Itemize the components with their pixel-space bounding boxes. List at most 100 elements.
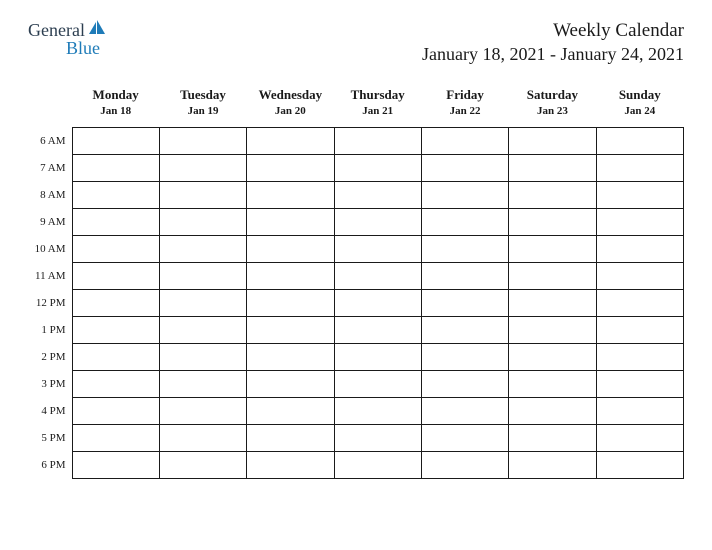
- calendar-slot[interactable]: [247, 290, 334, 317]
- calendar-slot[interactable]: [247, 155, 334, 182]
- calendar-slot[interactable]: [596, 155, 683, 182]
- calendar-slot[interactable]: [72, 371, 159, 398]
- calendar-slot[interactable]: [334, 290, 421, 317]
- calendar-slot[interactable]: [159, 155, 246, 182]
- calendar-slot[interactable]: [334, 236, 421, 263]
- calendar-slot[interactable]: [72, 182, 159, 209]
- calendar-slot[interactable]: [159, 290, 246, 317]
- calendar-slot[interactable]: [596, 452, 683, 479]
- calendar-slot[interactable]: [421, 425, 508, 452]
- calendar-slot[interactable]: [596, 236, 683, 263]
- calendar-slot[interactable]: [159, 182, 246, 209]
- calendar-slot[interactable]: [159, 209, 246, 236]
- calendar-slot[interactable]: [334, 344, 421, 371]
- calendar-slot[interactable]: [596, 425, 683, 452]
- calendar-slot[interactable]: [247, 317, 334, 344]
- day-name: Friday: [421, 87, 508, 103]
- calendar-slot[interactable]: [159, 236, 246, 263]
- calendar-slot[interactable]: [596, 317, 683, 344]
- calendar-slot[interactable]: [421, 182, 508, 209]
- calendar-slot[interactable]: [247, 371, 334, 398]
- calendar-slot[interactable]: [596, 182, 683, 209]
- calendar-slot[interactable]: [247, 425, 334, 452]
- calendar-slot[interactable]: [159, 317, 246, 344]
- calendar-slot[interactable]: [596, 344, 683, 371]
- calendar-slot[interactable]: [421, 398, 508, 425]
- calendar-slot[interactable]: [509, 371, 596, 398]
- calendar-slot[interactable]: [421, 128, 508, 155]
- calendar-slot[interactable]: [509, 209, 596, 236]
- calendar-slot[interactable]: [72, 344, 159, 371]
- calendar-slot[interactable]: [596, 290, 683, 317]
- calendar-slot[interactable]: [334, 182, 421, 209]
- calendar-slot[interactable]: [247, 344, 334, 371]
- calendar-slot[interactable]: [159, 263, 246, 290]
- calendar-slot[interactable]: [334, 452, 421, 479]
- calendar-slot[interactable]: [596, 128, 683, 155]
- calendar-slot[interactable]: [247, 263, 334, 290]
- calendar-slot[interactable]: [509, 128, 596, 155]
- calendar-slot[interactable]: [159, 425, 246, 452]
- calendar-slot[interactable]: [72, 155, 159, 182]
- calendar-slot[interactable]: [247, 452, 334, 479]
- calendar-slot[interactable]: [509, 263, 596, 290]
- calendar-slot[interactable]: [247, 128, 334, 155]
- calendar-slot[interactable]: [421, 263, 508, 290]
- calendar-slot[interactable]: [334, 371, 421, 398]
- calendar-slot[interactable]: [72, 128, 159, 155]
- calendar-slot[interactable]: [509, 155, 596, 182]
- calendar-slot[interactable]: [421, 155, 508, 182]
- calendar-slot[interactable]: [509, 317, 596, 344]
- calendar-slot[interactable]: [421, 452, 508, 479]
- calendar-slot[interactable]: [421, 290, 508, 317]
- day-header: Friday Jan 22: [421, 83, 508, 128]
- time-label: 6 AM: [28, 128, 72, 155]
- calendar-slot[interactable]: [159, 452, 246, 479]
- calendar-slot[interactable]: [596, 263, 683, 290]
- calendar-slot[interactable]: [509, 398, 596, 425]
- calendar-slot[interactable]: [72, 209, 159, 236]
- calendar-slot[interactable]: [334, 128, 421, 155]
- calendar-header-row: Monday Jan 18 Tuesday Jan 19 Wednesday J…: [28, 83, 684, 128]
- calendar-slot[interactable]: [509, 182, 596, 209]
- calendar-slot[interactable]: [72, 398, 159, 425]
- calendar-slot[interactable]: [596, 209, 683, 236]
- calendar-slot[interactable]: [159, 398, 246, 425]
- calendar-slot[interactable]: [72, 236, 159, 263]
- calendar-slot[interactable]: [159, 128, 246, 155]
- calendar-slot[interactable]: [159, 371, 246, 398]
- time-row: 8 AM: [28, 182, 684, 209]
- calendar-slot[interactable]: [247, 398, 334, 425]
- time-row: 9 AM: [28, 209, 684, 236]
- calendar-slot[interactable]: [334, 263, 421, 290]
- calendar-slot[interactable]: [72, 290, 159, 317]
- calendar-slot[interactable]: [247, 209, 334, 236]
- calendar-slot[interactable]: [334, 209, 421, 236]
- calendar-slot[interactable]: [509, 452, 596, 479]
- calendar-slot[interactable]: [159, 344, 246, 371]
- calendar-slot[interactable]: [509, 236, 596, 263]
- calendar-slot[interactable]: [247, 236, 334, 263]
- calendar-slot[interactable]: [334, 155, 421, 182]
- calendar-slot[interactable]: [509, 425, 596, 452]
- time-row: 6 AM: [28, 128, 684, 155]
- calendar-slot[interactable]: [334, 317, 421, 344]
- calendar-slot[interactable]: [247, 182, 334, 209]
- calendar-slot[interactable]: [421, 317, 508, 344]
- calendar-slot[interactable]: [334, 425, 421, 452]
- calendar-slot[interactable]: [596, 371, 683, 398]
- calendar-slot[interactable]: [72, 263, 159, 290]
- calendar-slot[interactable]: [72, 425, 159, 452]
- calendar-slot[interactable]: [421, 371, 508, 398]
- day-date: Jan 24: [596, 105, 683, 117]
- calendar-slot[interactable]: [421, 344, 508, 371]
- calendar-slot[interactable]: [421, 236, 508, 263]
- calendar-slot[interactable]: [509, 290, 596, 317]
- calendar-slot[interactable]: [334, 398, 421, 425]
- calendar-slot[interactable]: [421, 209, 508, 236]
- calendar-slot[interactable]: [596, 398, 683, 425]
- logo-text-blue: Blue: [66, 39, 109, 57]
- calendar-slot[interactable]: [72, 317, 159, 344]
- calendar-slot[interactable]: [509, 344, 596, 371]
- calendar-slot[interactable]: [72, 452, 159, 479]
